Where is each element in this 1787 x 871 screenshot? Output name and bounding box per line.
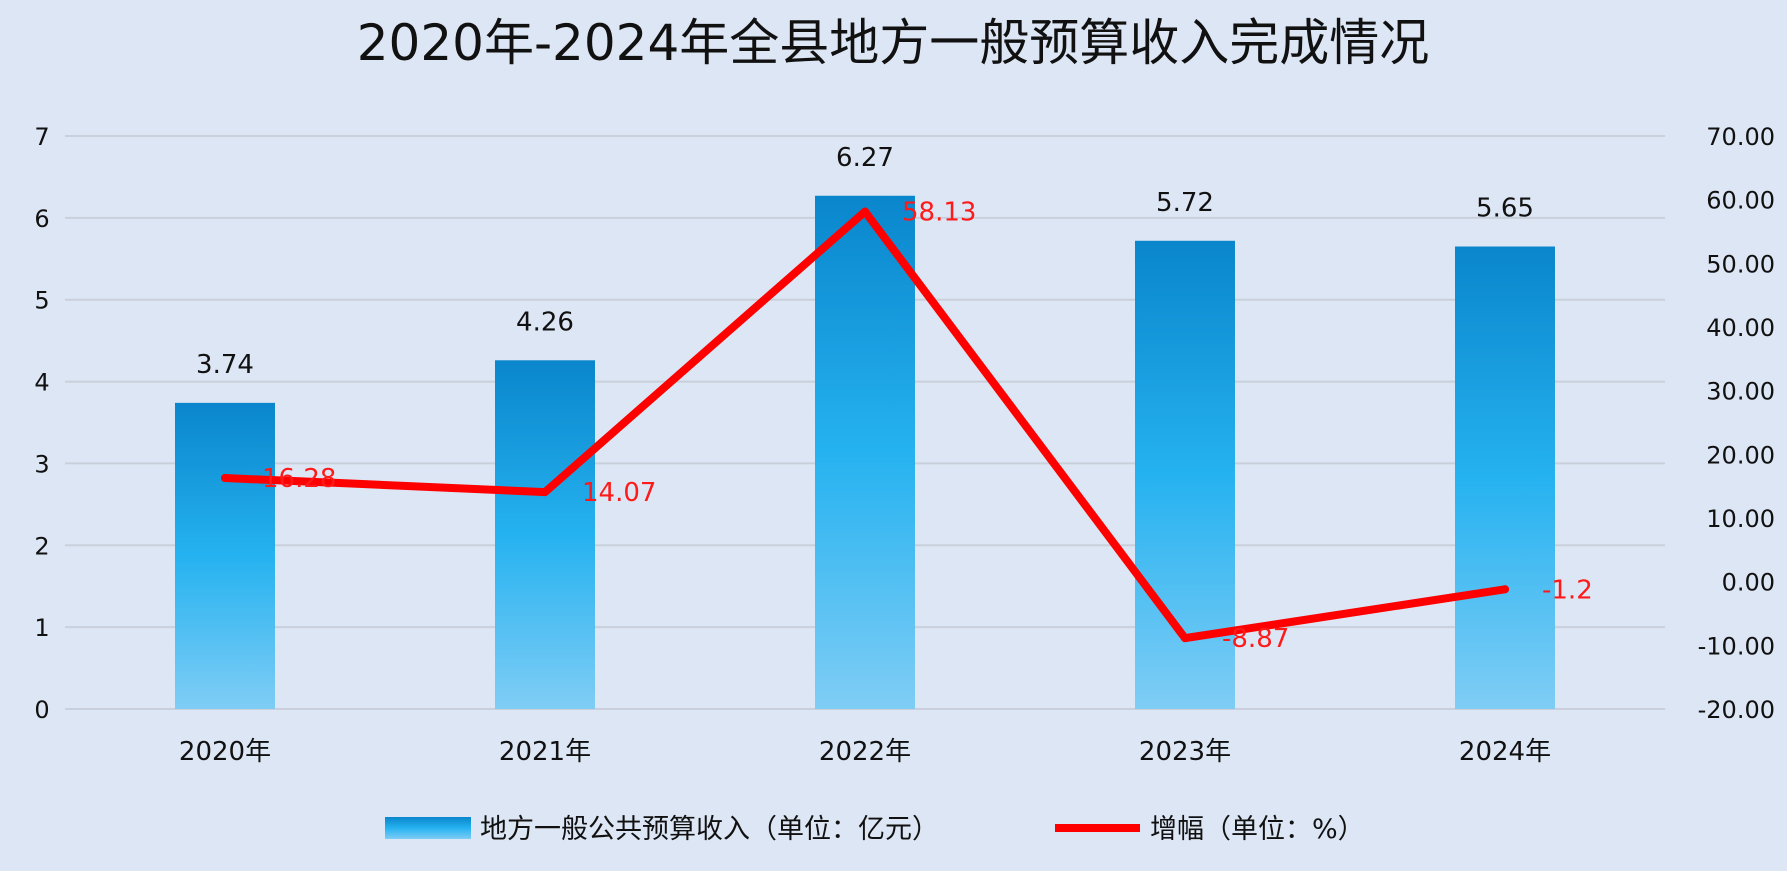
bar bbox=[1455, 246, 1555, 709]
y-left-tick-label: 2 bbox=[34, 532, 49, 560]
line-series bbox=[221, 207, 1509, 643]
line-value-label: 14.07 bbox=[582, 478, 656, 508]
line-point bbox=[1501, 585, 1509, 594]
bar-series bbox=[175, 195, 1555, 709]
line-value-label: -1.2 bbox=[1542, 575, 1593, 605]
line-data-labels: 16.28 14.07 58.13 -8.87 -1.2 bbox=[262, 198, 1593, 655]
y-left-tick-label: 1 bbox=[34, 614, 49, 642]
bar-value-label: 5.72 bbox=[1156, 188, 1214, 218]
y-right-tick-label: 30.00 bbox=[1706, 378, 1775, 406]
y-left-tick-label: 3 bbox=[34, 450, 49, 478]
line-point bbox=[541, 488, 549, 497]
bar-value-label: 3.74 bbox=[196, 350, 254, 380]
y-right-tick-label: 20.00 bbox=[1706, 441, 1775, 469]
left-axis: 0 1 2 3 4 5 6 7 bbox=[34, 123, 49, 724]
bar-data-labels: 3.74 4.26 6.27 5.72 5.65 bbox=[196, 143, 1534, 380]
line-value-label: -8.87 bbox=[1222, 624, 1289, 654]
y-right-tick-label: -20.00 bbox=[1698, 696, 1775, 724]
bar bbox=[175, 402, 275, 709]
y-left-tick-label: 0 bbox=[34, 696, 49, 724]
legend-swatch-bar bbox=[385, 817, 471, 839]
x-category-label: 2021年 bbox=[499, 737, 591, 767]
y-left-tick-label: 7 bbox=[34, 123, 49, 151]
line-value-label: 16.28 bbox=[262, 464, 336, 494]
y-right-tick-label: 0.00 bbox=[1722, 569, 1775, 597]
x-category-label: 2024年 bbox=[1459, 737, 1551, 767]
bar-value-label: 4.26 bbox=[516, 307, 574, 337]
x-category-label: 2023年 bbox=[1139, 737, 1231, 767]
legend-label-bar: 地方一般公共预算收入（单位：亿元） bbox=[480, 814, 939, 845]
x-category-label: 2020年 bbox=[179, 737, 271, 767]
bar-value-label: 5.65 bbox=[1476, 194, 1534, 224]
category-axis: 2020年 2021年 2022年 2023年 2024年 bbox=[179, 737, 1551, 767]
y-right-tick-label: 10.00 bbox=[1706, 505, 1775, 533]
chart-title: 2020年-2024年全县地方一般预算收入完成情况 bbox=[357, 14, 1430, 72]
line-point bbox=[221, 474, 229, 483]
y-right-tick-label: 70.00 bbox=[1706, 123, 1775, 151]
legend-label-line: 增幅（单位：%） bbox=[1150, 814, 1365, 845]
line-value-label: 58.13 bbox=[902, 198, 976, 228]
y-left-tick-label: 4 bbox=[34, 369, 49, 397]
y-left-tick-label: 5 bbox=[34, 287, 49, 315]
bar-value-label: 6.27 bbox=[836, 143, 894, 173]
y-left-tick-label: 6 bbox=[34, 205, 49, 233]
bar bbox=[495, 360, 595, 709]
y-right-tick-label: 40.00 bbox=[1706, 314, 1775, 342]
line-point bbox=[1181, 634, 1189, 643]
y-right-tick-label: 60.00 bbox=[1706, 187, 1775, 215]
x-category-label: 2022年 bbox=[819, 737, 911, 767]
y-right-tick-label: 50.00 bbox=[1706, 250, 1775, 278]
bar bbox=[815, 195, 915, 709]
legend: 地方一般公共预算收入（单位：亿元） 增幅（单位：%） bbox=[385, 814, 1365, 845]
right-axis: -20.00 -10.00 0.00 10.00 20.00 30.00 40.00 50.0… bbox=[1698, 123, 1775, 724]
y-right-tick-label: -10.00 bbox=[1698, 632, 1775, 660]
line-point bbox=[861, 207, 869, 216]
